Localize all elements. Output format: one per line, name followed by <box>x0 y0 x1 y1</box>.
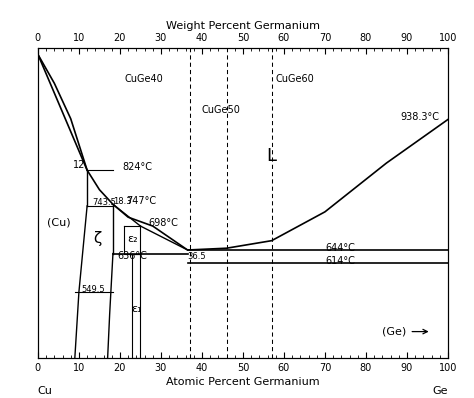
Text: 36.5: 36.5 <box>188 252 206 261</box>
Text: 636°C: 636°C <box>118 251 148 261</box>
Text: 938.3°C: 938.3°C <box>401 112 440 122</box>
Text: L: L <box>267 147 277 166</box>
Text: (Cu): (Cu) <box>46 218 70 228</box>
X-axis label: Weight Percent Germanium: Weight Percent Germanium <box>166 21 320 31</box>
Text: 698°C: 698°C <box>149 219 179 228</box>
Text: Ge: Ge <box>433 386 448 396</box>
Text: 549.5: 549.5 <box>81 285 105 293</box>
Text: 747°C: 747°C <box>126 196 156 206</box>
Text: 614°C: 614°C <box>325 256 355 266</box>
Text: 12: 12 <box>73 160 85 170</box>
X-axis label: Atomic Percent Germanium: Atomic Percent Germanium <box>166 377 320 387</box>
Text: ε₂: ε₂ <box>127 234 137 244</box>
Text: 743.5: 743.5 <box>92 199 116 207</box>
Text: (Ge): (Ge) <box>383 327 428 337</box>
Text: 644°C: 644°C <box>325 243 355 253</box>
Text: ζ: ζ <box>93 231 101 246</box>
Text: ε₁: ε₁ <box>131 304 142 314</box>
Text: Cu: Cu <box>37 386 53 396</box>
Text: CuGe60: CuGe60 <box>276 74 314 84</box>
Text: 18.3: 18.3 <box>113 197 132 206</box>
Text: CuGe50: CuGe50 <box>202 105 241 115</box>
Text: CuGe40: CuGe40 <box>124 74 163 84</box>
Text: 824°C: 824°C <box>122 162 152 172</box>
